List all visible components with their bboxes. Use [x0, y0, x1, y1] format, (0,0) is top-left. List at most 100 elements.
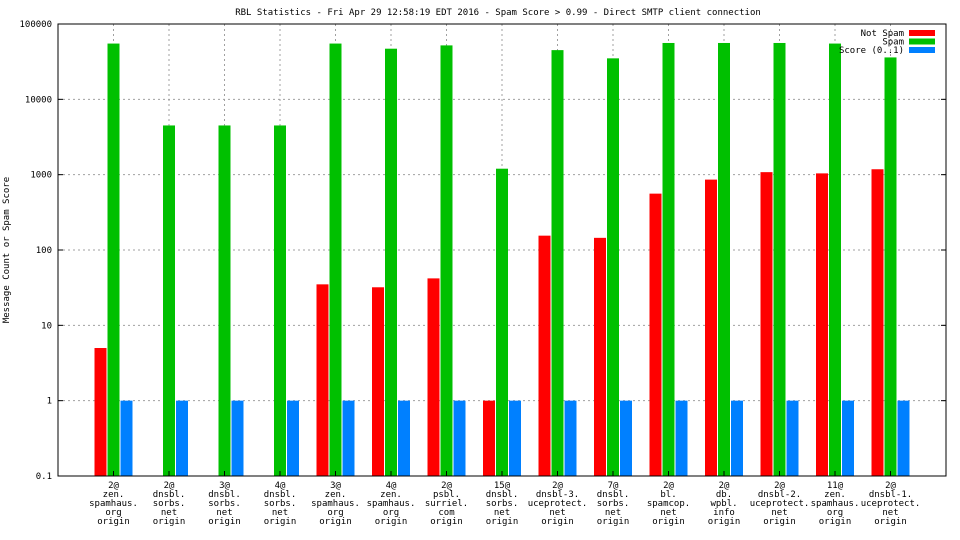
- x-tick-label-line: origin: [541, 517, 574, 527]
- x-tick-label-line: 4@: [386, 481, 397, 491]
- bar-score-0-1: [176, 400, 188, 476]
- bar-score-0-1: [786, 400, 799, 476]
- x-tick-label-line: 3@: [219, 481, 230, 491]
- x-tick-label: 4@ zen. spamhaus. org origin: [367, 481, 416, 527]
- bar-spam: [107, 43, 120, 476]
- x-tick-label-line: 2@: [774, 481, 785, 491]
- x-tick-label: 2@ psbl. surriel. com origin: [425, 481, 468, 527]
- x-tick-label-line: spamcop.: [647, 499, 690, 509]
- chart-title: RBL Statistics - Fri Apr 29 12:58:19 EDT…: [235, 8, 761, 18]
- x-tick-label-line: spamhaus.: [367, 499, 416, 509]
- x-tick-label: 3@ zen. spamhaus. org origin: [311, 481, 360, 527]
- y-tick-label: 10: [41, 321, 52, 331]
- x-tick-label-line: uceprotect.: [750, 499, 810, 509]
- legend-swatch: [909, 30, 935, 36]
- legend-swatch: [909, 38, 935, 45]
- x-tick-label-line: origin: [153, 517, 186, 527]
- x-tick-label-line: db.: [716, 490, 732, 500]
- x-tick-label-line: origin: [819, 517, 852, 527]
- x-tick-label-line: spamhaus.: [89, 499, 138, 509]
- x-tick-label-line: origin: [652, 517, 685, 527]
- x-tick-label-line: surriel.: [425, 499, 468, 509]
- plot-frame: [57, 23, 947, 477]
- x-tick-label-line: psbl.: [433, 490, 460, 500]
- y-axis-label: Message Count or Spam Score: [2, 177, 12, 323]
- legend-swatch: [909, 47, 935, 53]
- x-tick-label-line: 15@: [494, 481, 511, 491]
- bar-not-spam: [649, 193, 662, 476]
- y-tick-label: 1000: [30, 171, 52, 181]
- x-tick-label-line: 2@: [663, 481, 674, 491]
- bar-score-0-1: [731, 400, 743, 476]
- x-tick-label-line: zen.: [380, 490, 402, 500]
- x-tick-label-line: origin: [486, 517, 519, 527]
- x-tick-label-line: origin: [264, 517, 297, 527]
- x-tick-label: 3@ dnsbl. sorbs. net origin: [208, 481, 241, 527]
- y-tick-label: 1: [47, 397, 52, 407]
- x-tick-label-line: net: [549, 508, 565, 518]
- bar-score-0-1: [398, 400, 410, 476]
- x-tick-label-line: wpbl.: [710, 499, 737, 509]
- bar-not-spam: [94, 348, 107, 476]
- x-tick-label-line: origin: [430, 517, 463, 527]
- bar-spam: [718, 42, 730, 476]
- bar-score-0-1: [231, 400, 244, 476]
- bar-spam: [773, 42, 786, 476]
- y-tick-label: 100: [36, 246, 52, 256]
- bar-score-0-1: [342, 400, 355, 476]
- y-ticks: 0.1 1 10 100 1000 10000 100000: [19, 20, 946, 482]
- x-tick-label-line: dnsbl-3.: [536, 490, 579, 500]
- x-tick-label: 7@ dnsbl. sorbs. net origin: [597, 481, 630, 527]
- bar-not-spam: [871, 169, 884, 476]
- x-tick-label-line: 2@: [719, 481, 730, 491]
- bar-not-spam: [316, 284, 329, 476]
- x-tick-label-line: 2@: [164, 481, 175, 491]
- bar-score-0-1: [509, 400, 521, 476]
- x-tick-label-line: 2@: [885, 481, 896, 491]
- x-tick-label-line: origin: [708, 517, 741, 527]
- x-tick-label-line: origin: [97, 517, 130, 527]
- bar-spam: [662, 42, 675, 476]
- bar-score-0-1: [120, 400, 133, 476]
- x-tick-label-line: dnsbl.: [597, 490, 630, 500]
- x-tick-label: 2@ bl. spamcop. net origin: [647, 481, 690, 527]
- x-tick-label-line: zen.: [103, 490, 125, 500]
- x-tick-label: 2@ dnsbl-2. uceprotect. net origin: [750, 481, 810, 527]
- bar-not-spam: [705, 179, 717, 476]
- x-tick-label-line: sorbs.: [597, 499, 630, 509]
- x-tick-label-line: sorbs.: [486, 499, 519, 509]
- y-tick-label: 10000: [25, 95, 52, 105]
- x-tick-label-line: org: [383, 508, 399, 518]
- bar-not-spam: [483, 400, 495, 476]
- x-tick-label-line: sorbs.: [153, 499, 186, 509]
- bar-spam: [218, 125, 231, 476]
- x-tick-label-line: 4@: [275, 481, 286, 491]
- x-tick-label-line: uceprotect.: [528, 499, 588, 509]
- bar-score-0-1: [620, 400, 632, 476]
- bar-not-spam: [816, 173, 828, 476]
- x-tick-label-line: dnsbl-1.: [869, 490, 912, 500]
- bar-not-spam: [538, 235, 551, 476]
- bar-not-spam: [594, 237, 606, 476]
- x-tick-label-line: dnsbl.: [264, 490, 297, 500]
- x-tick-label-line: sorbs.: [208, 499, 241, 509]
- bar-score-0-1: [897, 400, 910, 476]
- bar-not-spam: [427, 278, 440, 476]
- x-tick-label-line: origin: [763, 517, 796, 527]
- x-tick-label: 2@ dnsbl-3. uceprotect. net origin: [528, 481, 588, 527]
- bar-spam: [274, 125, 286, 476]
- x-tick-label-line: 2@: [441, 481, 452, 491]
- x-tick-label: 2@ zen. spamhaus. org origin: [89, 481, 138, 527]
- x-tick-label-line: origin: [319, 517, 352, 527]
- x-tick-label-line: dnsbl.: [208, 490, 241, 500]
- x-tick-label-line: net: [161, 508, 177, 518]
- legend-label: Score (0..1): [839, 46, 904, 56]
- bar-score-0-1: [675, 400, 688, 476]
- x-tick-label-line: net: [882, 508, 898, 518]
- x-tick-label-line: net: [660, 508, 676, 518]
- x-tick-label-line: info: [713, 508, 735, 518]
- x-tick-label-line: origin: [375, 517, 408, 527]
- bar-spam: [385, 48, 397, 476]
